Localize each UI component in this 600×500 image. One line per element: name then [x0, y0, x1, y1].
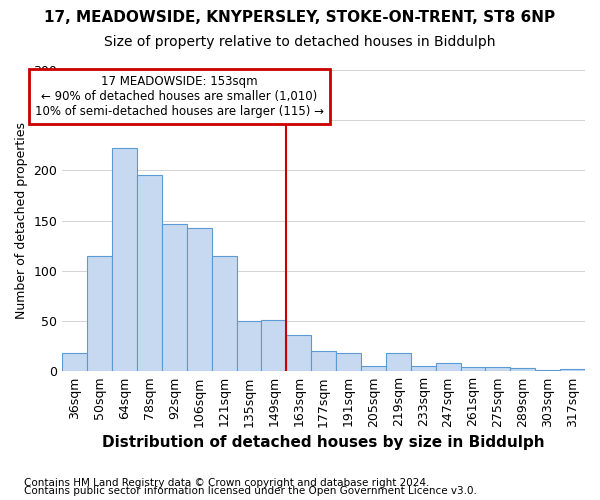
Bar: [112, 148, 137, 372]
Bar: [336, 353, 361, 372]
Bar: [511, 368, 535, 372]
Bar: [436, 364, 461, 372]
Bar: [286, 335, 311, 372]
Text: Contains public sector information licensed under the Open Government Licence v3: Contains public sector information licen…: [24, 486, 477, 496]
Text: 17 MEADOWSIDE: 153sqm
← 90% of detached houses are smaller (1,010)
10% of semi-d: 17 MEADOWSIDE: 153sqm ← 90% of detached …: [35, 75, 324, 118]
Bar: [535, 370, 560, 372]
Bar: [87, 256, 112, 372]
Bar: [311, 351, 336, 372]
Bar: [361, 366, 386, 372]
Bar: [386, 353, 411, 372]
Y-axis label: Number of detached properties: Number of detached properties: [15, 122, 28, 319]
Bar: [187, 228, 212, 372]
Bar: [62, 353, 87, 372]
Bar: [485, 368, 511, 372]
Bar: [236, 321, 262, 372]
Bar: [137, 176, 162, 372]
Bar: [212, 256, 236, 372]
Bar: [162, 224, 187, 372]
Text: Size of property relative to detached houses in Biddulph: Size of property relative to detached ho…: [104, 35, 496, 49]
Text: Contains HM Land Registry data © Crown copyright and database right 2024.: Contains HM Land Registry data © Crown c…: [24, 478, 430, 488]
Bar: [560, 370, 585, 372]
Bar: [411, 366, 436, 372]
X-axis label: Distribution of detached houses by size in Biddulph: Distribution of detached houses by size …: [103, 435, 545, 450]
Bar: [461, 368, 485, 372]
Text: 17, MEADOWSIDE, KNYPERSLEY, STOKE-ON-TRENT, ST8 6NP: 17, MEADOWSIDE, KNYPERSLEY, STOKE-ON-TRE…: [44, 10, 556, 25]
Bar: [262, 320, 286, 372]
